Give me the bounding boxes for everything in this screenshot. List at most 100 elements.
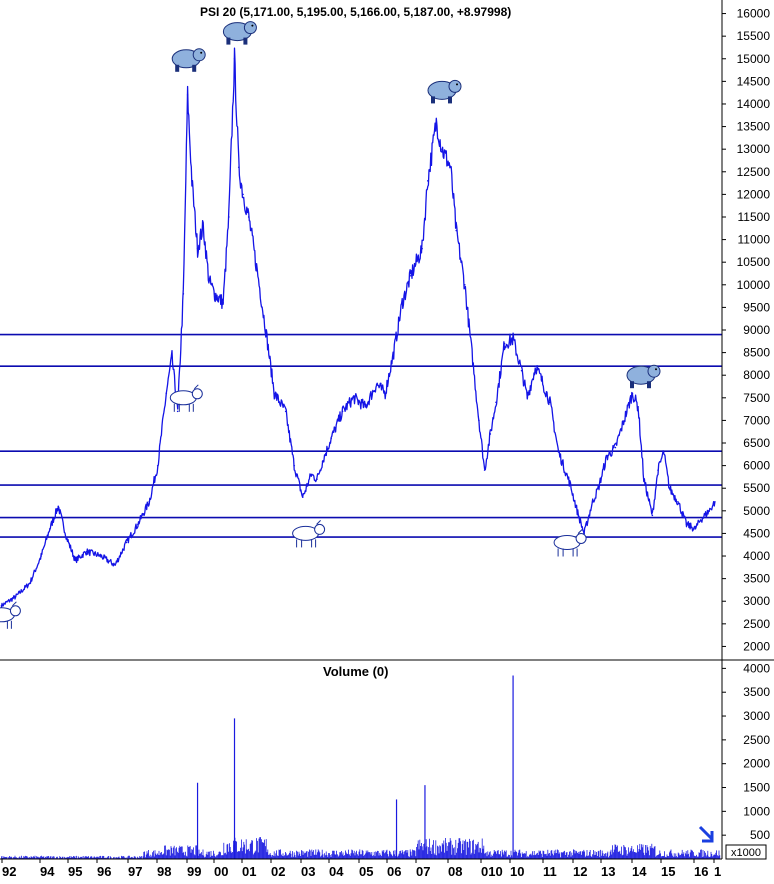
volume-unit-label: x1000: [731, 847, 761, 859]
price-point: [273, 392, 276, 395]
x-tick-label: 92: [2, 864, 16, 879]
x-tick-label: 94: [40, 864, 55, 879]
price-point: [341, 410, 344, 413]
y-tick-label: 12500: [737, 165, 771, 179]
price-point: [85, 550, 88, 553]
price-point: [301, 496, 304, 499]
price-point: [353, 397, 355, 399]
y-tick-label: 13000: [737, 142, 771, 156]
price-point: [316, 478, 318, 480]
price-point: [631, 392, 634, 395]
price-point: [57, 505, 60, 508]
y-tick-label: 3500: [743, 572, 770, 586]
price-point: [421, 247, 423, 250]
y-tick-label: 15000: [737, 52, 771, 66]
price-point: [557, 451, 560, 453]
price-point: [242, 193, 244, 196]
price-point: [668, 487, 671, 490]
bear-icon: [222, 21, 257, 45]
price-point: [699, 519, 702, 521]
price-point: [196, 247, 199, 250]
price-point: [310, 473, 313, 476]
price-point: [577, 514, 580, 517]
price-point: [478, 419, 480, 422]
price-point: [171, 356, 173, 358]
price-point: [409, 274, 412, 277]
x-tick-label: 06: [387, 864, 401, 879]
x-tick-label: 07: [416, 864, 430, 879]
down-arrow-icon: [698, 825, 714, 843]
y-tick-label: 10000: [737, 278, 771, 292]
x-tick-label: 97: [128, 864, 142, 879]
y-tick-label: 7500: [743, 391, 770, 405]
price-point: [156, 464, 159, 467]
x-tick-label: 11: [543, 864, 557, 879]
price-point: [606, 455, 608, 458]
bull-icon: [553, 529, 587, 557]
volume-tick-label: 4000: [743, 661, 770, 675]
price-point: [455, 229, 458, 232]
price-point: [364, 406, 367, 408]
y-tick-label: 11000: [738, 233, 771, 247]
price-point: [503, 342, 506, 345]
y-tick-label: 2500: [743, 617, 770, 631]
price-point: [472, 365, 475, 367]
price-point: [208, 279, 210, 282]
x-tick-label: 95: [68, 864, 82, 879]
price-point: [401, 302, 404, 304]
price-point: [625, 410, 628, 413]
volume-title: Volume (0): [323, 664, 389, 679]
price-point: [330, 437, 332, 440]
price-point: [435, 121, 438, 123]
y-tick-label: 4500: [743, 526, 770, 540]
y-tick-label: 5000: [743, 504, 770, 518]
bear-icon: [626, 364, 661, 389]
y-tick-label: 15500: [737, 29, 771, 43]
price-point: [202, 225, 205, 227]
x-tick-label: 04: [329, 864, 344, 879]
price-point: [549, 401, 551, 404]
x-tick-label: 00: [214, 864, 228, 879]
bull-icon: [0, 601, 21, 629]
chart-title: PSI 20 (5,171.00, 5,195.00, 5,166.00, 5,…: [200, 5, 511, 19]
price-point: [237, 166, 240, 169]
volume-tick-label: 2000: [743, 757, 770, 771]
price-point: [74, 559, 77, 562]
x-tick-label: 99: [187, 864, 201, 879]
price-point: [247, 216, 250, 218]
price-point: [29, 582, 31, 584]
price-point: [512, 338, 514, 340]
x-tick-label: 13: [601, 864, 615, 879]
price-point: [321, 460, 324, 462]
price-point: [284, 410, 287, 413]
price-point: [176, 410, 179, 413]
x-tick-label: 1: [714, 864, 721, 879]
y-tick-label: 8500: [743, 346, 770, 360]
x-tick-label: 96: [97, 864, 111, 879]
price-point: [614, 446, 617, 449]
price-point: [264, 329, 267, 331]
volume-tick-label: 2500: [743, 733, 770, 747]
price-point: [148, 500, 151, 503]
y-tick-label: 3000: [743, 594, 770, 608]
price-point: [441, 148, 443, 150]
y-tick-label: 4000: [743, 549, 770, 563]
price-point: [657, 469, 659, 471]
price-point: [256, 270, 259, 273]
x-tick-label: 05: [359, 864, 373, 879]
price-point: [100, 555, 102, 557]
price-point: [463, 283, 466, 286]
x-tick-label: 16: [694, 864, 708, 879]
y-tick-label: 2000: [743, 639, 770, 653]
price-point: [483, 469, 486, 471]
x-tick-label: 03: [301, 864, 315, 879]
x-tick-label: 98: [157, 864, 171, 879]
price-point: [591, 500, 594, 503]
y-tick-label: 13500: [737, 120, 771, 134]
price-point: [228, 216, 230, 218]
volume-tick-label: 500: [750, 828, 770, 842]
price-point: [392, 351, 395, 354]
y-tick-label: 10500: [737, 255, 771, 269]
